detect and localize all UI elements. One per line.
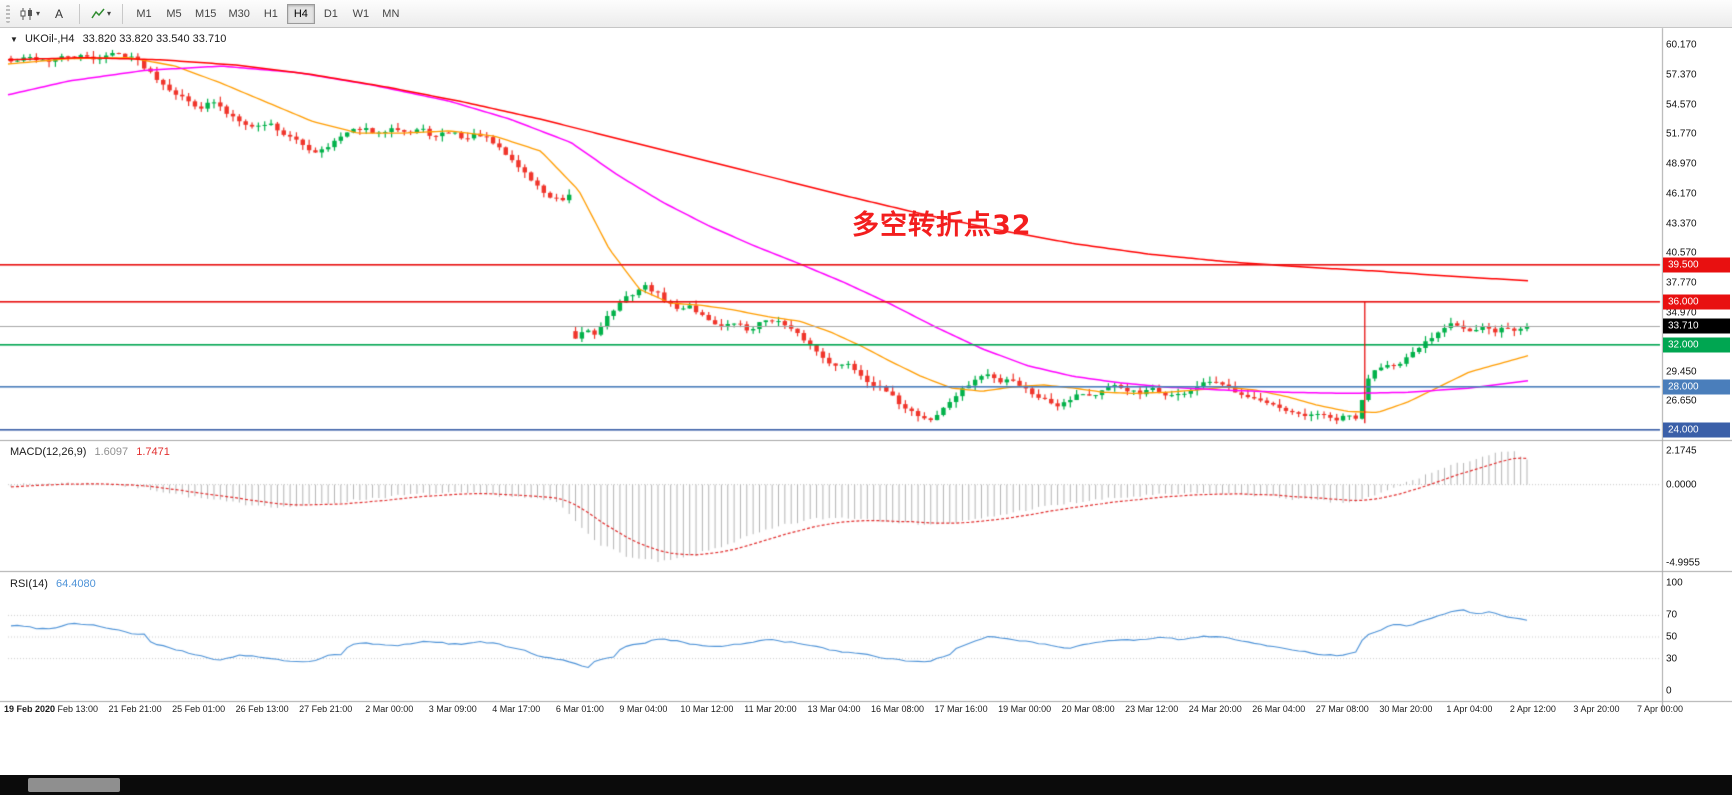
timeframe-d1-button[interactable]: D1 xyxy=(317,4,345,24)
taskbar-item[interactable] xyxy=(28,778,120,792)
timeframe-h4-button[interactable]: H4 xyxy=(286,3,315,24)
timeframe-m1-button[interactable]: M1 xyxy=(130,4,158,24)
taskbar xyxy=(0,775,1732,795)
toolbar: ▾ A ▾ M1 M5 M15 M30 H1 H4 D1 W1 MN xyxy=(0,0,1732,28)
timeframe-m30-button[interactable]: M30 xyxy=(223,4,254,24)
chevron-down-icon: ▾ xyxy=(36,8,41,18)
timeframe-w1-button[interactable]: W1 xyxy=(347,4,375,24)
toolbar-grip-handle[interactable] xyxy=(6,4,10,23)
toolbar-separator xyxy=(79,3,81,24)
timeframe-h1-button[interactable]: H1 xyxy=(257,4,285,24)
timeframe-m5-button[interactable]: M5 xyxy=(160,4,188,24)
candlestick-chart-icon xyxy=(20,7,32,20)
toolbar-separator xyxy=(122,3,124,24)
chevron-down-icon: ▾ xyxy=(107,8,112,18)
text-tool-label: A xyxy=(55,6,64,21)
indicators-button[interactable]: ▾ xyxy=(87,3,115,25)
indicator-line-icon xyxy=(91,8,105,18)
timeframe-m15-button[interactable]: M15 xyxy=(190,4,221,24)
chart-type-button[interactable]: ▾ xyxy=(16,3,44,25)
timeframe-mn-button[interactable]: MN xyxy=(377,4,405,24)
chart-dropdown-icon[interactable]: ▼ xyxy=(10,35,18,44)
text-tool-button[interactable]: A xyxy=(46,3,72,25)
